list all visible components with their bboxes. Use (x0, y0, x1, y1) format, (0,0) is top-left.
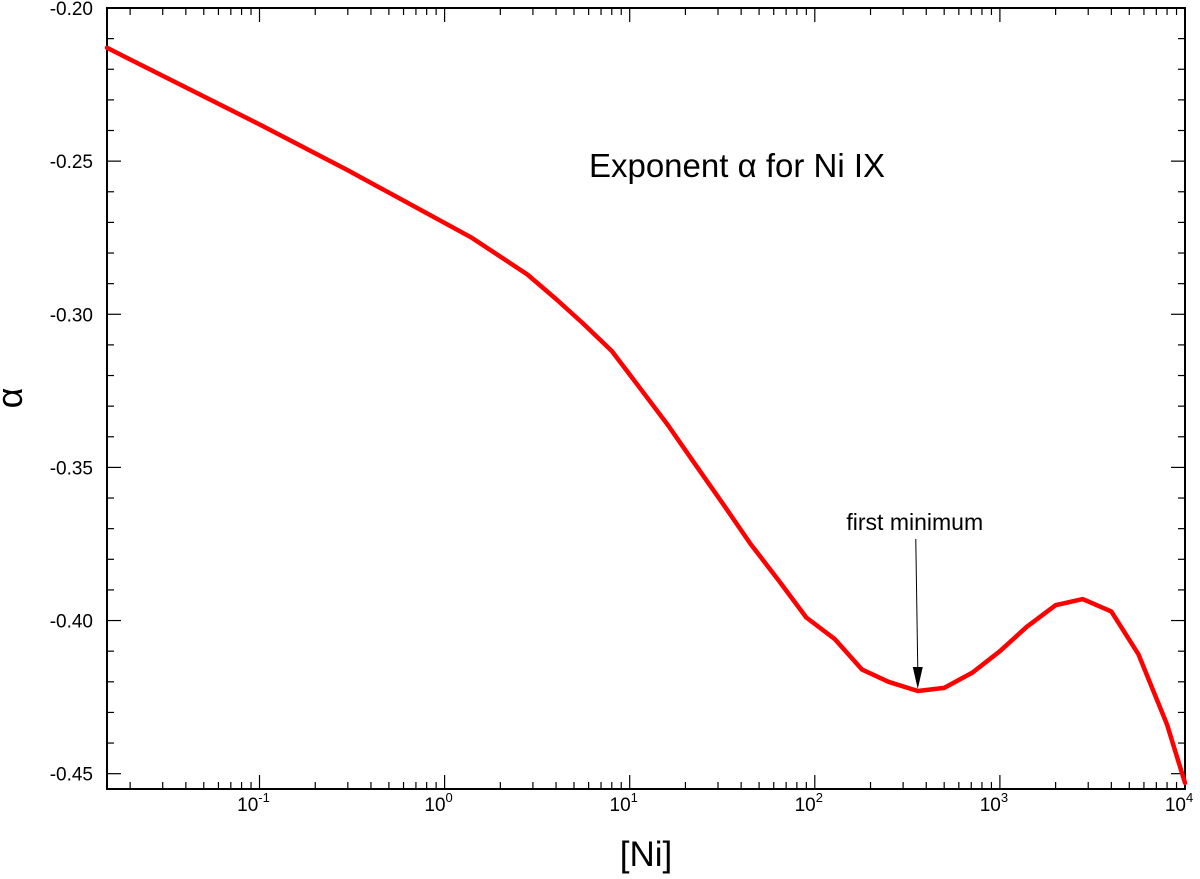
x-tick-label: 10-1 (237, 790, 270, 816)
y-tick-label: -0.25 (50, 152, 93, 173)
x-tick-label-exponent: 1 (631, 790, 638, 805)
x-axis-label: [Ni] (620, 835, 673, 874)
x-tick-label: 102 (795, 790, 823, 816)
x-tick-label-base: 10 (795, 795, 816, 816)
plot-frame (106, 7, 1186, 790)
y-tick-label: -0.45 (50, 765, 93, 786)
axis-ticks (107, 7, 1186, 789)
y-tick-label: -0.40 (50, 612, 93, 633)
x-tick-label-base: 10 (1165, 795, 1186, 816)
y-tick-label: -0.30 (50, 305, 93, 326)
x-tick-label-base: 10 (980, 795, 1001, 816)
x-tick-label: 104 (1165, 790, 1193, 816)
x-tick-label-base: 10 (424, 795, 445, 816)
x-tick-label-exponent: 3 (1001, 790, 1008, 805)
x-tick-label: 103 (980, 790, 1008, 816)
annotation-arrow-line (915, 538, 919, 669)
annotation-first-minimum: first minimum (846, 509, 983, 689)
y-axis-label: α (0, 388, 30, 409)
y-tick-labels: -0.20 -0.25 -0.30 -0.35 -0.40 -0.45 (50, 0, 93, 786)
x-tick-label-exponent: 2 (816, 790, 823, 805)
x-tick-label: 100 (424, 790, 452, 816)
x-tick-label-exponent: 0 (446, 790, 453, 805)
x-tick-label-exponent: 4 (1186, 790, 1193, 805)
x-tick-label-exponent: -1 (258, 790, 270, 805)
annotation-label: first minimum (846, 509, 983, 535)
y-tick-label: -0.20 (50, 0, 93, 20)
annotation-arrowhead (912, 666, 923, 689)
x-tick-label-base: 10 (610, 795, 631, 816)
x-tick-label: 101 (610, 790, 638, 816)
chart-title: Exponent α for Ni IX (589, 147, 885, 184)
y-tick-label: -0.35 (50, 458, 93, 479)
series-line (104, 45, 1188, 786)
x-tick-label-base: 10 (237, 795, 258, 816)
x-tick-labels: 10-1 100 101 102 103 104 (237, 790, 1193, 816)
